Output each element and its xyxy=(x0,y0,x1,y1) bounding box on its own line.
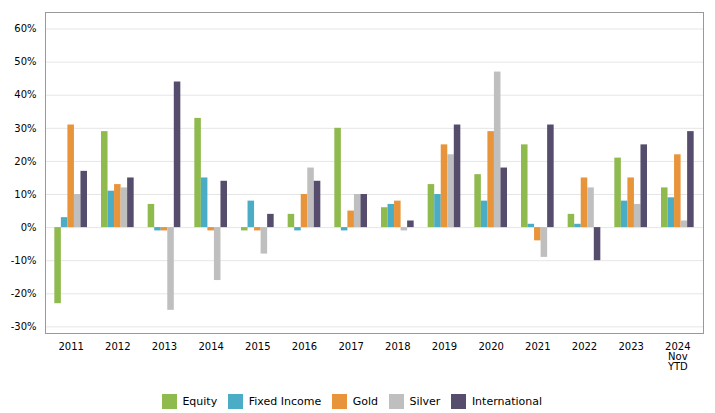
svg-text:-30%: -30% xyxy=(11,321,37,332)
svg-text:60%: 60% xyxy=(14,23,36,34)
svg-text:2014: 2014 xyxy=(198,341,223,352)
svg-text:2019: 2019 xyxy=(432,341,457,352)
html-text:International: International xyxy=(471,395,543,408)
svg-text:2011: 2011 xyxy=(58,341,83,352)
svg-text:2012: 2012 xyxy=(105,341,130,352)
svg-text:10%: 10% xyxy=(14,189,36,200)
svg-text:2022: 2022 xyxy=(572,341,597,352)
svg-text:2015: 2015 xyxy=(245,341,270,352)
svg-text:-20%: -20% xyxy=(11,288,37,299)
html-text:Gold: Gold xyxy=(352,395,378,408)
svg-text:2023: 2023 xyxy=(618,341,643,352)
svg-text:2018: 2018 xyxy=(385,341,410,352)
html-text:Silver: Silver xyxy=(409,395,441,408)
svg-text:20%: 20% xyxy=(14,156,36,167)
html-text:Fixed Income: Fixed Income xyxy=(248,395,322,408)
svg-text:2016: 2016 xyxy=(292,341,317,352)
html-text:Equity: Equity xyxy=(182,395,218,408)
svg-text:40%: 40% xyxy=(14,89,36,100)
svg-text:2013: 2013 xyxy=(152,341,177,352)
svg-text:2017: 2017 xyxy=(338,341,363,352)
svg-text:0%: 0% xyxy=(21,222,37,233)
svg-text:2024NovYTD: 2024NovYTD xyxy=(665,341,690,372)
svg-text:50%: 50% xyxy=(14,56,36,67)
svg-text:30%: 30% xyxy=(14,123,36,134)
svg-text:2021: 2021 xyxy=(525,341,550,352)
svg-text:-10%: -10% xyxy=(11,255,37,266)
svg-text:2020: 2020 xyxy=(478,341,503,352)
